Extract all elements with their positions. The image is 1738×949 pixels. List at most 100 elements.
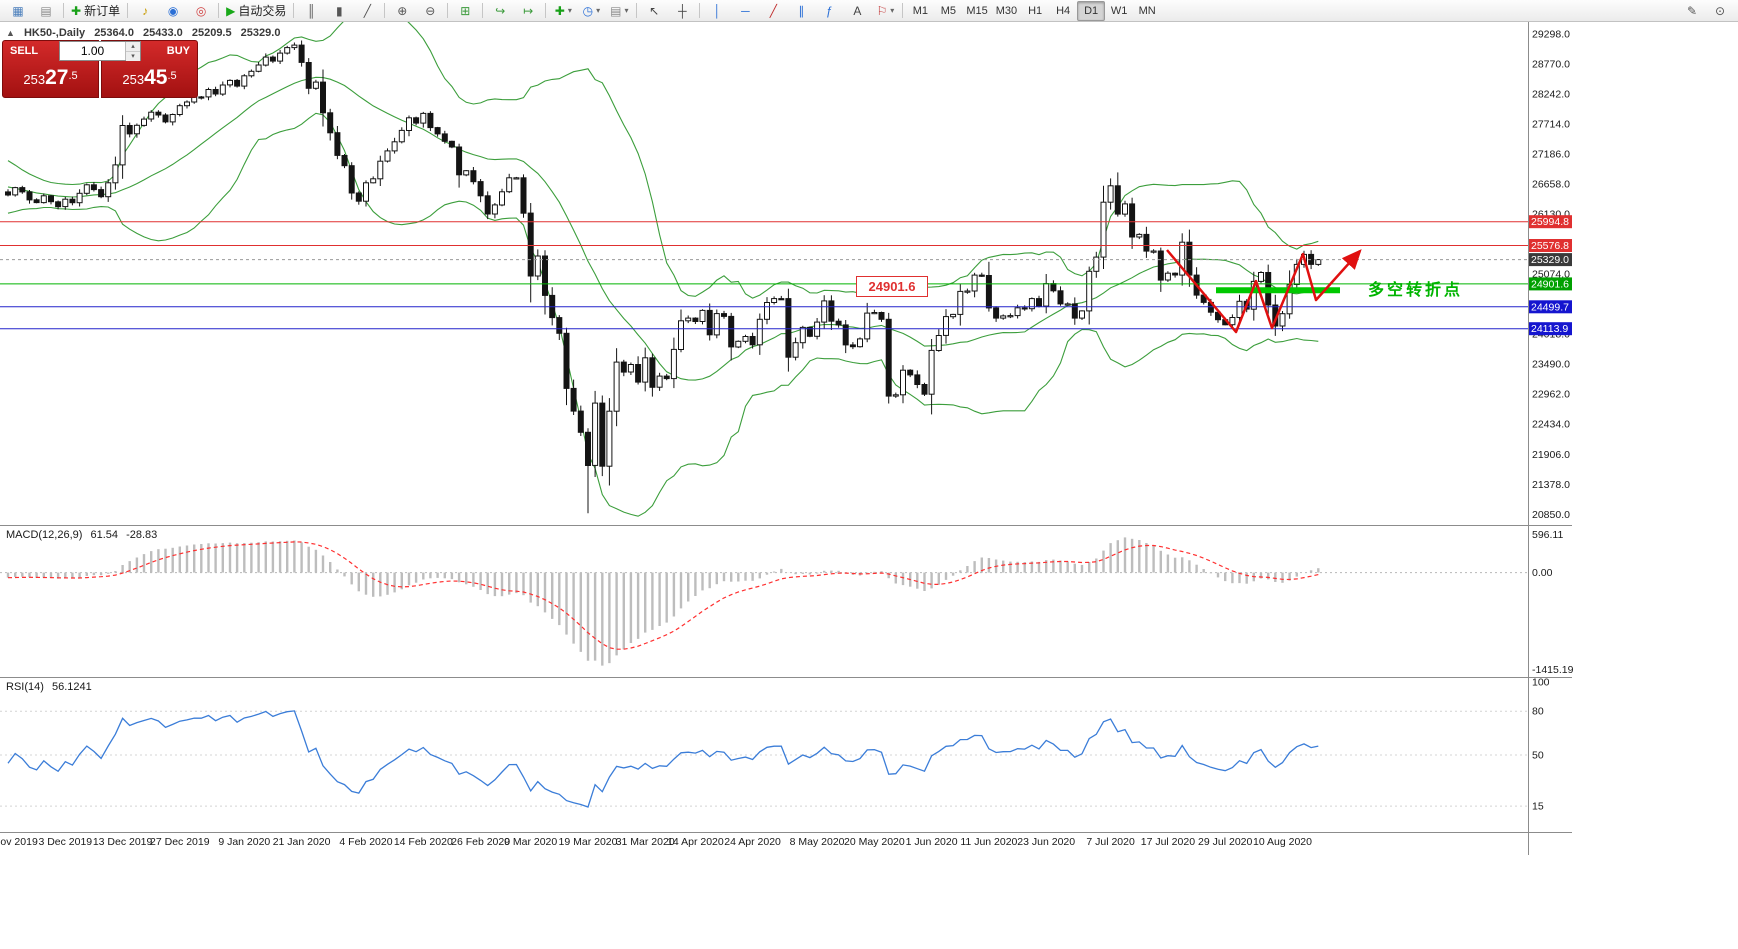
candle-body [1050, 283, 1057, 292]
candle-body [527, 212, 534, 277]
candle-body [499, 191, 505, 206]
rsi-pane[interactable] [0, 678, 1528, 832]
candle-body [935, 335, 942, 351]
price-tag-value: 25576.8 [1531, 240, 1569, 252]
candle-body [234, 79, 241, 87]
price-tag [1528, 322, 1572, 336]
timeframe-h1[interactable]: H1 [1021, 1, 1049, 21]
date-label: 7 Jul 2020 [1086, 836, 1135, 848]
fibonacci-icon[interactable]: ƒ [815, 1, 843, 21]
high-value: 25433.0 [143, 27, 183, 39]
volume-down-button[interactable]: ▾ [126, 52, 140, 61]
zoom-out-icon[interactable]: ⊖ [416, 1, 444, 21]
candle-body [1036, 298, 1042, 307]
fibonacci-icon: ƒ [825, 3, 833, 18]
candle-body [1258, 272, 1264, 282]
new-order-button[interactable]: ✚ 新订单 [67, 1, 124, 21]
auto-trading-button-label: 自动交易 [238, 4, 287, 18]
periods-button[interactable]: ◷ ▾ [577, 1, 605, 21]
horizontal-line-icon[interactable]: ─ [731, 1, 759, 21]
candle-body [735, 340, 742, 348]
channel-icon[interactable]: ∥ [787, 1, 815, 21]
timeframe-d1[interactable]: D1 [1077, 0, 1106, 21]
templates-button[interactable]: ▤ ▾ [605, 1, 633, 21]
candle-body [298, 44, 305, 63]
sell-button[interactable]: SELL 25327.5 [2, 40, 99, 98]
volume-up-button[interactable]: ▴ [126, 42, 140, 52]
new-chart-icon[interactable]: ▦ [4, 1, 32, 21]
candle-body [1279, 313, 1286, 327]
timeframe-m15[interactable]: M15 [962, 1, 991, 21]
bar-chart-icon: ║ [307, 3, 316, 18]
candle-body [542, 255, 548, 296]
collapse-trade-panel-button[interactable]: ▲ [6, 28, 15, 38]
price-axis[interactable] [1528, 22, 1572, 855]
line-chart-icon[interactable]: ╱ [353, 1, 381, 21]
candle-body [305, 62, 312, 89]
candle-body [155, 111, 162, 116]
crosshair-icon[interactable]: ┼ [668, 1, 696, 21]
timeframe-m5-label: M5 [940, 4, 956, 17]
accounts-icon: ◉ [167, 3, 179, 18]
price-tick-label: 29298.0 [1532, 28, 1570, 40]
profiles-icon[interactable]: ▤ [32, 1, 60, 21]
timeframe-m30-label: M30 [995, 4, 1018, 17]
candle-body [563, 332, 570, 389]
indicators-button[interactable]: ✚ ▾ [549, 1, 577, 21]
candle-body [141, 118, 147, 126]
price-tag-value: 25994.8 [1531, 216, 1569, 228]
candle-body [1021, 307, 1028, 310]
chart-shift-icon[interactable]: ↦ [514, 1, 542, 21]
candle-body [1179, 241, 1186, 276]
timeframe-m1[interactable]: M1 [906, 1, 934, 21]
toolbar-separator [482, 3, 484, 18]
text-icon[interactable]: A [843, 1, 871, 21]
candle-body [728, 315, 735, 348]
candle-body [55, 201, 62, 208]
timeframe-h4[interactable]: H4 [1049, 1, 1077, 21]
date-label: 17 Jul 2020 [1141, 836, 1195, 848]
price-level-label[interactable]: 24901.6 [856, 276, 928, 297]
pencil-icon[interactable]: ✎ [1678, 1, 1706, 21]
candle-body [1043, 283, 1050, 307]
auto-scroll-icon[interactable]: ↪ [486, 1, 514, 21]
candle-body [184, 101, 190, 107]
accounts-icon[interactable]: ◉ [159, 1, 187, 21]
candlestick-icon[interactable]: ▮ [325, 1, 353, 21]
timeframe-m5[interactable]: M5 [934, 1, 962, 21]
timeframe-w1[interactable]: W1 [1105, 1, 1133, 21]
date-label: 14 Feb 2020 [394, 836, 453, 848]
search-icon[interactable]: ⊙ [1706, 1, 1734, 21]
main-chart-area[interactable] [0, 22, 1528, 525]
arrows-icon[interactable]: ⚐ ▾ [871, 1, 899, 21]
candle-body [713, 313, 720, 336]
volume-input[interactable] [60, 42, 125, 60]
trendline-icon[interactable]: ╱ [759, 1, 787, 21]
candle-body [685, 317, 692, 322]
tile-windows-icon[interactable]: ⊞ [451, 1, 479, 21]
sound-icon[interactable]: ♪ [131, 1, 159, 21]
turning-point-text[interactable]: 多空转折点 [1368, 282, 1464, 299]
price-tick-label: 22962.0 [1532, 389, 1570, 401]
bar-chart-icon[interactable]: ║ [297, 1, 325, 21]
cursor-icon[interactable]: ↖ [640, 1, 668, 21]
zoom-in-icon[interactable]: ⊕ [388, 1, 416, 21]
trend-arrow[interactable] [1166, 249, 1362, 334]
auto-trading-button[interactable]: ▶ 自动交易 [222, 1, 290, 21]
open-value: 25364.0 [94, 27, 134, 39]
vertical-line-icon[interactable]: │ [703, 1, 731, 21]
timeframe-mn[interactable]: MN [1133, 1, 1161, 21]
date-label: 23 Jun 2020 [1017, 836, 1075, 848]
price-tick-label: 21378.0 [1532, 479, 1570, 491]
date-label: 21 Jan 2020 [273, 836, 331, 848]
toolbar-separator [447, 3, 449, 18]
timeframe-m30[interactable]: M30 [992, 1, 1021, 21]
candle-body [62, 198, 69, 208]
candle-body [470, 170, 477, 183]
candle-body [320, 81, 326, 114]
community-icon[interactable]: ◎ [187, 1, 215, 21]
macd-pane[interactable] [0, 526, 1528, 677]
candle-body [363, 182, 369, 202]
time-axis[interactable] [0, 833, 1528, 855]
